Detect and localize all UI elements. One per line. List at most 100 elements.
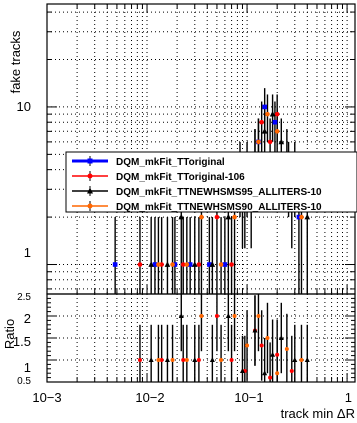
ratio-point [270,351,276,357]
main-point [261,128,268,134]
ratio-point [275,371,280,376]
legend-label-2: DQM_mkFit_TTNEWHSMS95_ALLITERS-10 [116,187,322,198]
ratio-point [229,358,234,362]
ratio-point [268,375,273,380]
main-point [156,262,161,267]
ratio-point [137,358,142,362]
main-point [304,213,311,220]
ratio-point [275,352,280,357]
ratio-point [289,369,294,373]
main-point [222,262,228,267]
ratio-point [256,314,261,318]
main-point [299,214,304,220]
main-point [191,261,198,267]
main-point [196,262,202,267]
ratio-point [304,357,310,362]
legend-label-3: DQM_mkFit_TTNEWHSMS90_ALLITERS-10 [116,202,322,213]
ratio-ytick-3: 2 [24,311,31,326]
ratio-point [239,368,245,373]
ratio-point [148,357,154,362]
ratio-point [192,357,198,362]
ratio-point [164,357,170,362]
main-point [259,119,264,125]
main-point [278,138,285,145]
legend-marker [87,187,93,194]
main-point [152,262,158,267]
ratio-ytick-1: 1 [24,360,31,375]
ratio-points [137,313,310,380]
ratio-ytick-4: 2.5 [17,292,31,303]
legend-label-0: DQM_mkFit_TToriginal [116,157,225,168]
ratio-point [245,343,250,348]
ratio-point [284,347,289,351]
ratio-point [196,358,201,362]
main-point [178,213,185,220]
ratio-point [170,358,175,362]
main-ytick-1: 1 [24,245,31,260]
ratio-point [159,358,164,362]
legend-entries [72,156,108,211]
main-point [164,261,171,267]
main-point [180,262,186,267]
ratio-point [219,358,224,362]
main-point [170,262,175,267]
main-point [269,110,276,117]
ratio-point [252,327,258,333]
main-point [229,262,234,267]
xtick-1e-1: 10−1 [234,390,263,405]
ratio-point [181,358,186,362]
legend-label-1: DQM_mkFit_TToriginal-106 [116,172,245,183]
xtick-1e-2: 10−2 [135,390,164,405]
main-point [218,262,224,267]
ratio-point [232,314,237,318]
x-axis-label: track min ΔR [281,406,355,421]
main-point [199,214,204,220]
ratio-ytick-0: 0.5 [17,376,31,387]
main-point [274,129,280,134]
ratio-point [178,313,184,318]
ratio-point [156,358,161,362]
main-point [232,214,237,220]
ratio-point [278,335,284,340]
ticks [46,4,355,383]
ratio-point [209,357,215,362]
main-point [209,261,216,267]
main-point [112,262,118,267]
main-point [159,262,164,267]
main-point [262,104,267,110]
main-point [187,262,193,267]
legend-marker [87,158,93,164]
ratio-ytick-2: 1.5 [13,334,31,349]
ratio-point [225,313,231,318]
main-point [296,214,302,220]
legend-marker [87,173,93,179]
main-point [265,111,270,117]
main-point [137,262,143,267]
legend: DQM_mkFit_TToriginal DQM_mkFit_TTorigina… [65,151,357,213]
ratio-point [259,343,264,348]
main-point [172,262,178,267]
main-point [184,262,190,267]
xtick-1: 1 [345,390,352,405]
legend-marker [87,203,93,209]
ratio-point [262,370,268,376]
ratio-point [292,357,298,362]
main-point [148,261,154,267]
xtick-1e-3: 10−3 [32,390,61,405]
ratio-point [265,336,270,340]
ratio-point [299,358,304,362]
main-point [256,139,261,145]
main-ylabel: fake tracks [8,30,23,93]
ratio-point [199,314,204,318]
main-point [267,139,273,145]
legend-box [65,151,357,213]
main-point [207,262,212,267]
main-point [214,214,220,220]
main-point [274,111,280,117]
main-ytick-10: 10 [17,99,31,114]
main-point [272,119,278,125]
main-point [225,213,232,220]
ratio-point [184,358,189,362]
ratio-point [214,314,219,318]
